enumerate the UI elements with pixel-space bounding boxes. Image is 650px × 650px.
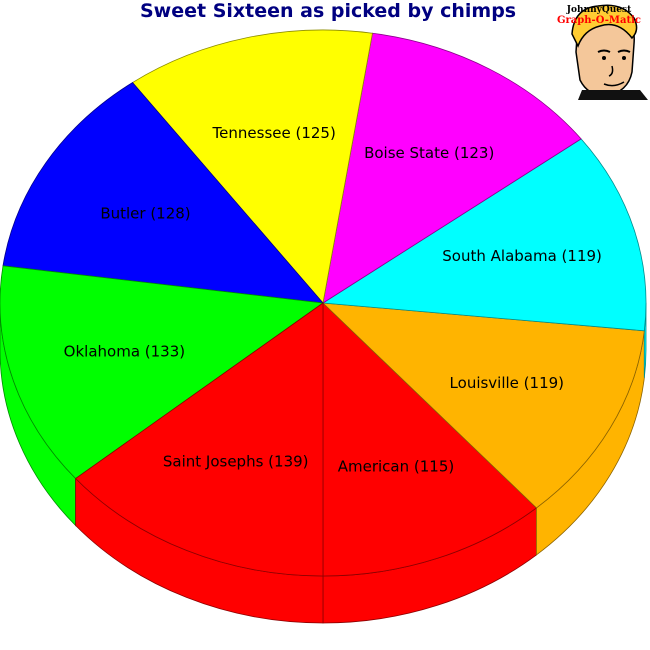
pie-label-oklahoma: Oklahoma (133)	[64, 342, 185, 360]
pie-label-butler: Butler (128)	[100, 204, 190, 222]
pie-slice-oklahoma	[0, 265, 325, 480]
pie-slice-boise-state	[322, 32, 582, 304]
pie-slice-louisville	[321, 302, 645, 509]
pie-slice-tennessee	[131, 29, 373, 304]
badge-line2: Graph-O-Matic	[557, 15, 641, 26]
pie-label-saint-josephs: Saint Josephs (139)	[163, 452, 309, 470]
pie-label-south-alabama: South Alabama (119)	[442, 247, 602, 265]
graph-o-matic-badge: JohnnyQuest Graph-O-Matic	[557, 4, 648, 100]
pie-label-tennessee: Tennessee (125)	[212, 124, 336, 142]
pie-label-boise-state: Boise State (123)	[364, 144, 494, 162]
badge-line1: JohnnyQuest	[566, 5, 632, 15]
chart-title-text: Sweet Sixteen as picked by chimps	[140, 0, 517, 22]
pie-slice-american	[322, 302, 538, 577]
pie-slice-south-alabama	[321, 138, 647, 332]
pie-label-american: American (115)	[338, 458, 454, 476]
pie-slices	[0, 29, 647, 577]
pie-slice-saint-josephs	[74, 302, 324, 577]
pie-label-louisville: Louisville (119)	[450, 374, 564, 392]
pie-slice-butler	[2, 82, 324, 304]
pie-labels: American (115) Louisville (119) South Alab…	[64, 124, 602, 475]
cartoon-boy-face-icon	[571, 4, 648, 100]
